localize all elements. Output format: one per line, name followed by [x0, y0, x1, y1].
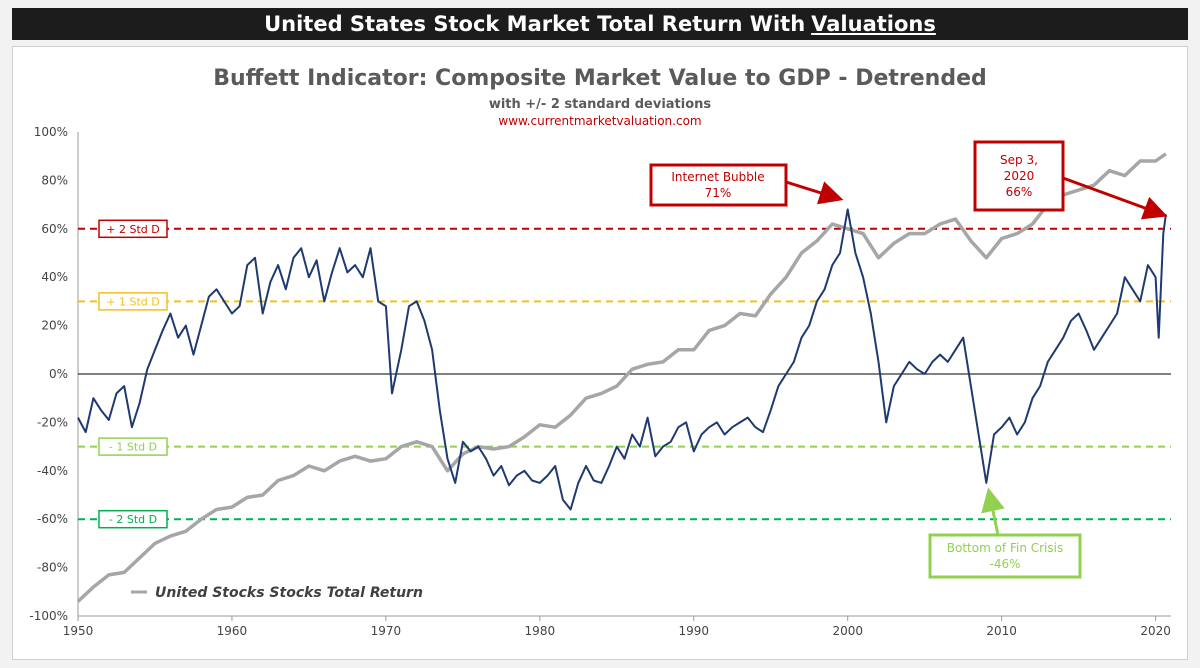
y-tick-label: -40% — [37, 464, 68, 478]
sep-2020-label: Sep 3, — [1000, 153, 1038, 167]
y-tick-label: 40% — [41, 270, 68, 284]
threshold-label: - 1 Std D — [109, 441, 157, 454]
threshold-label: - 2 Std D — [109, 513, 157, 526]
y-tick-label: 100% — [34, 125, 68, 139]
y-tick-label: 0% — [49, 367, 68, 381]
y-tick-label: 20% — [41, 319, 68, 333]
buffett-indicator-chart: Buffett Indicator: Composite Market Valu… — [29, 66, 1171, 638]
x-tick-label: 2010 — [986, 624, 1017, 638]
x-tick-label: 1970 — [371, 624, 402, 638]
series-lines — [76, 152, 1167, 603]
fin-crisis-box — [928, 533, 1082, 579]
legend: United Stocks Stocks Total Return — [131, 585, 423, 601]
chart-source: www.currentmarketvaluation.com — [498, 114, 701, 128]
valuations-link[interactable]: Valuations — [811, 12, 936, 36]
chart-title: Buffett Indicator: Composite Market Valu… — [213, 66, 987, 91]
annotations: Internet Bubble 71% Sep 3, 2020 66% Bottom of… — [649, 140, 1168, 579]
banner-title-main: United States Stock Market Total Return … — [264, 12, 806, 36]
threshold-label-box — [98, 437, 168, 456]
x-tick-label: 2000 — [832, 624, 863, 638]
sep-2020-label: 2020 — [1004, 169, 1035, 183]
internet-bubble-arrow — [785, 180, 844, 205]
internet-bubble-label: Internet Bubble — [671, 170, 764, 184]
x-tick-label: 1980 — [525, 624, 556, 638]
threshold-label: + 1 Std D — [106, 295, 159, 308]
sep-2020-label: 66% — [1006, 185, 1033, 199]
buffett-indicator-line — [77, 208, 1167, 511]
sep-2020-arrow — [1062, 176, 1168, 220]
x-tick-label: 2020 — [1140, 624, 1171, 638]
fin-crisis-label: -46% — [989, 557, 1020, 571]
threshold-label-box — [98, 292, 168, 311]
sep-2020-box — [973, 140, 1065, 212]
x-tick-label: 1950 — [63, 624, 94, 638]
threshold-label: + 2 Std D — [106, 223, 159, 236]
total-return-line — [76, 152, 1167, 603]
fin-crisis-arrow — [981, 487, 1005, 536]
y-tick-label: -80% — [37, 561, 68, 575]
chart-subtitle: with +/- 2 standard deviations — [489, 97, 712, 112]
internet-bubble-label: 71% — [705, 186, 732, 200]
x-tick-label: 1990 — [679, 624, 710, 638]
legend-label: United Stocks Stocks Total Return — [155, 585, 423, 601]
y-tick-label: 80% — [41, 173, 68, 187]
y-tick-label: -60% — [37, 512, 68, 526]
internet-bubble-box — [649, 163, 788, 207]
y-tick-label: -100% — [29, 609, 68, 623]
fin-crisis-label: Bottom of Fin Crisis — [947, 541, 1063, 555]
chart-panel: Buffett Indicator: Composite Market Valu… — [12, 46, 1188, 660]
threshold-label-box — [98, 219, 168, 239]
axes-group: -100% -80% -60% -40% -20% 0% 20% 40% 60% 80% 100% 1… — [29, 125, 1171, 638]
banner-title: United States Stock Market Total Return … — [12, 8, 1188, 40]
x-tick-label: 1960 — [217, 624, 248, 638]
y-tick-label: -20% — [37, 415, 68, 429]
y-tick-label: 60% — [41, 222, 68, 236]
threshold-label-box — [98, 509, 168, 529]
